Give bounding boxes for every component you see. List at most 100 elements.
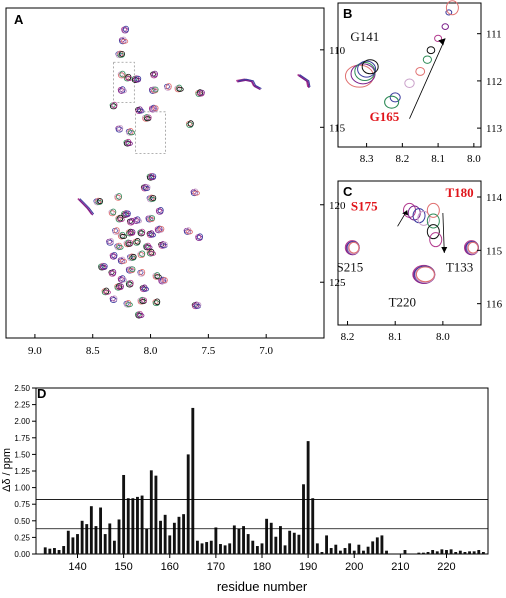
- peak-contour: [117, 214, 124, 222]
- bar: [177, 516, 181, 554]
- peak: [101, 287, 111, 296]
- cluster-contour: [426, 224, 440, 240]
- peak-contour: [148, 194, 155, 202]
- peak-contour: [137, 108, 145, 114]
- x-tick-label: 8.0: [467, 153, 481, 165]
- peak: [191, 301, 202, 310]
- peak-contour: [111, 295, 118, 302]
- peak-contour: [135, 75, 142, 82]
- peak-contour: [125, 302, 133, 308]
- peak: [137, 269, 146, 277]
- peak: [139, 284, 150, 293]
- bar: [48, 548, 52, 554]
- y-tick-label: 0.00: [14, 550, 30, 559]
- peak-contour: [129, 266, 136, 273]
- peak-contour: [144, 242, 151, 250]
- g165-contour: [415, 66, 426, 76]
- peak-contour: [125, 138, 132, 146]
- residue-label: T180: [445, 185, 473, 200]
- x-tick-label: 200: [345, 561, 363, 573]
- bar: [163, 514, 167, 554]
- bar: [112, 540, 116, 554]
- bar: [43, 547, 47, 554]
- peak-streak: [237, 79, 261, 91]
- cluster-contour: [403, 202, 416, 218]
- peak: [135, 106, 145, 114]
- peak: [117, 231, 128, 240]
- bar: [186, 454, 190, 554]
- bar: [431, 550, 435, 554]
- peak-contour: [139, 296, 146, 304]
- bar: [403, 550, 407, 554]
- peak-contour: [139, 269, 146, 276]
- peak-contour: [127, 239, 134, 246]
- peak-contour: [110, 208, 117, 216]
- bar: [292, 532, 296, 554]
- peak-contour: [117, 124, 124, 132]
- peak-contour: [145, 114, 152, 121]
- peak: [125, 265, 136, 274]
- bar: [140, 495, 144, 554]
- g165-contour: [434, 34, 443, 43]
- peak-contour: [185, 227, 192, 234]
- bar: [481, 552, 485, 554]
- peak: [148, 104, 159, 113]
- bar: [246, 534, 250, 554]
- peak-contour: [150, 104, 157, 112]
- x-tick-label: 8.5: [86, 345, 100, 357]
- bar: [172, 522, 176, 554]
- x-tick-label: 8.2: [395, 153, 409, 165]
- panel-c: C S175 T180 S215 T133 T220 8.2 8.1 8.0 114 115 1…: [337, 180, 503, 343]
- peak: [137, 250, 146, 259]
- bar: [251, 540, 255, 554]
- bar: [66, 530, 70, 554]
- peak-contour: [142, 183, 149, 191]
- bar: [108, 523, 112, 554]
- peak-contour: [192, 188, 199, 196]
- bar: [440, 549, 444, 554]
- peak: [154, 225, 165, 234]
- g165-contour: [389, 92, 401, 103]
- peak-contour: [103, 289, 111, 295]
- bar: [200, 543, 204, 554]
- x-tick-label: 7.5: [201, 345, 215, 357]
- peak-contour: [136, 106, 143, 113]
- bar: [315, 543, 319, 554]
- peak-contour: [148, 248, 155, 256]
- peak-contour: [165, 83, 172, 90]
- y-tick-label: 113: [486, 123, 503, 135]
- peak: [140, 183, 151, 192]
- bar: [279, 526, 282, 554]
- peak: [123, 300, 133, 308]
- peak: [111, 227, 120, 235]
- bar: [426, 552, 430, 554]
- peak-contour: [117, 283, 124, 290]
- bar: [338, 550, 342, 554]
- bar: [242, 526, 245, 554]
- panel-d-ylabel: Δδ / ppm: [1, 448, 13, 492]
- peak-contour: [150, 173, 157, 180]
- peak-contour: [415, 266, 435, 283]
- g141-contour: [357, 60, 377, 78]
- peak-contour: [99, 262, 106, 270]
- bar: [89, 506, 93, 554]
- residue-label: G165: [370, 109, 400, 124]
- zoom-box: [113, 61, 135, 103]
- bar: [260, 543, 264, 554]
- g165-contour: [441, 23, 449, 30]
- y-tick-label: 1.25: [14, 467, 30, 476]
- peak: [115, 124, 124, 133]
- peak-contour: [136, 310, 143, 318]
- peak-contour: [95, 197, 102, 205]
- peak-contour: [149, 215, 156, 222]
- residue-label: T220: [389, 294, 416, 309]
- peak-contour: [140, 297, 147, 304]
- peak-contour: [134, 216, 141, 223]
- panel-b: B G141 G165 8.3 8.2 8.1 8.0 111 112 113: [337, 0, 503, 165]
- bar: [237, 528, 241, 554]
- peak: [117, 256, 128, 265]
- peak-contour: [150, 86, 157, 93]
- peak-contour: [139, 228, 146, 236]
- peak: [123, 138, 133, 147]
